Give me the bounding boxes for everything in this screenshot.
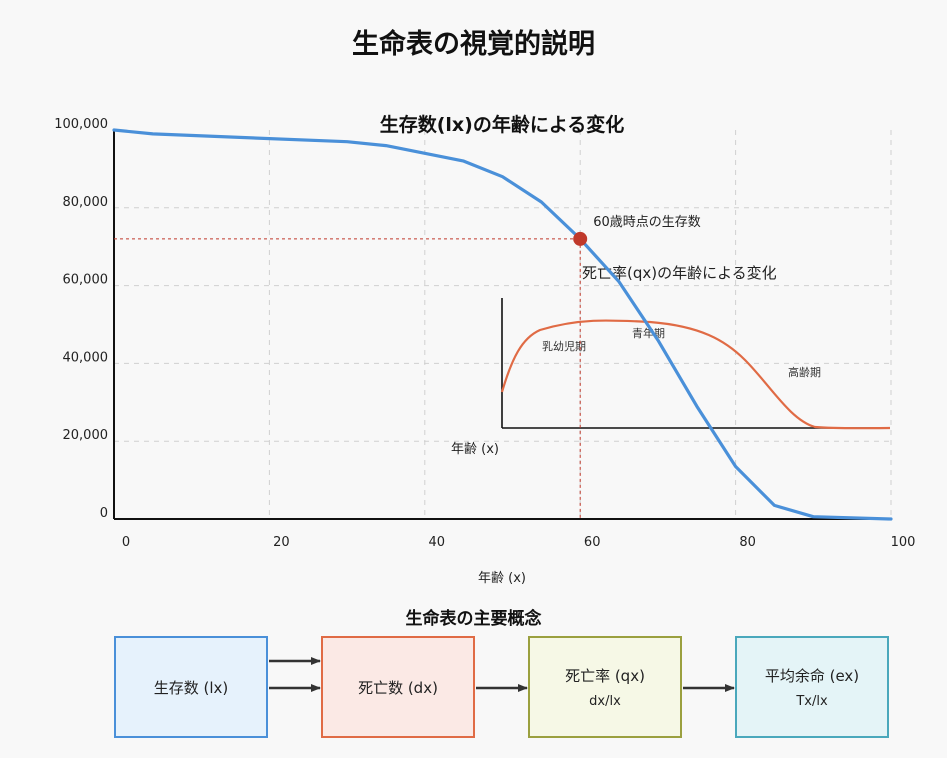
y-tick-label: 40,000 [63, 350, 109, 365]
y-tick-label: 0 [100, 506, 108, 521]
concept-box-deaths: 死亡数 (dx) [321, 636, 475, 738]
x-tick-label: 60 [584, 535, 601, 550]
y-tick-label: 80,000 [63, 195, 109, 210]
y-tick-label: 20,000 [63, 428, 109, 443]
page-title: 生命表の視覚的説明 [352, 29, 595, 60]
concept-label-life-expectancy: 平均余命 (ex) [764, 667, 860, 685]
highlight-label: 60歳時点の生存数 [593, 215, 701, 230]
inset-x-label: 年齢 (x) [451, 442, 499, 457]
concept-label-survivors: 生存数 (lx) [153, 678, 229, 697]
inset-annotation-elderly: 高齢期 [788, 365, 821, 379]
survival-chart: 0 20 40 60 80 100 0 20,000 40,000 60,000 80,000 100… [54, 113, 915, 586]
x-tick-label: 20 [273, 535, 290, 550]
inset-title: 死亡率(qx)の年齢による変化 [582, 264, 777, 282]
x-tick-label: 100 [891, 535, 916, 550]
concept-label-mortality-rate: 死亡率 (qx) [565, 667, 645, 685]
concepts-title: 生命表の主要概念 [405, 609, 542, 629]
highlight-point [573, 231, 588, 246]
x-tick-label: 80 [739, 535, 756, 550]
chart-title: 生存数(lx)の年齢による変化 [380, 113, 625, 136]
y-tick-label: 60,000 [63, 273, 109, 288]
mortality-curve [500, 319, 891, 430]
concept-label-deaths: 死亡数 (dx) [358, 678, 438, 697]
survival-series [112, 128, 893, 521]
inset-annotation-infant: 乳幼児期 [542, 340, 586, 353]
x-tick-label: 0 [122, 535, 130, 550]
x-axis-label: 年齢 (x) [478, 571, 526, 586]
concept-formula-life-expectancy: Tx/lx [796, 694, 828, 709]
concept-box-life-expectancy: 平均余命 (ex) Tx/lx [735, 636, 889, 738]
age-60-highlight: 60歳時点の生存数 [114, 215, 701, 519]
survival-line [112, 128, 893, 521]
x-tick-label: 40 [429, 535, 446, 550]
chart-axes: 0 20 40 60 80 100 0 20,000 40,000 60,000 80,000 100… [54, 117, 915, 550]
concept-box-mortality-rate: 死亡率 (qx) dx/lx [528, 636, 682, 738]
y-tick-label: 100,000 [54, 117, 108, 132]
concept-formula-mortality-rate: dx/lx [589, 694, 621, 709]
concept-box-survivors: 生存数 (lx) [114, 636, 268, 738]
mortality-inset: 死亡率(qx)の年齢による変化 乳幼児期 青年期 高齢期 年齢 (x) [451, 264, 891, 457]
